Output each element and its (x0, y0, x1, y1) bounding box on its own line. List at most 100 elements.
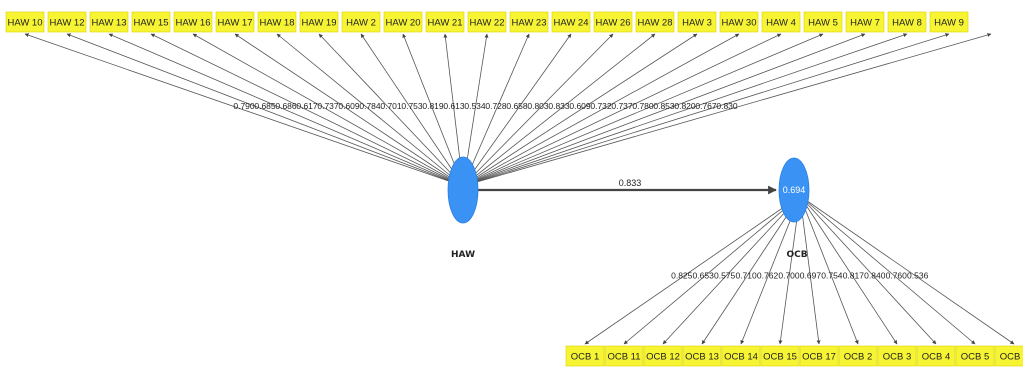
ocb-loading-edge (799, 195, 898, 345)
haw-indicator-label: HAW 22 (469, 18, 504, 29)
haw-indicator-label: HAW 18 (259, 18, 294, 29)
ocb-indicator-box[interactable] (721, 345, 761, 367)
haw-indicator-box[interactable] (215, 11, 255, 33)
ocb-indicator-box[interactable] (838, 345, 878, 367)
haw-indicator-box[interactable] (509, 11, 549, 33)
haw-loading-label: 0.853 (653, 101, 675, 111)
haw-loading-edge (108, 33, 464, 187)
haw-loading-label: 0.685 (254, 101, 276, 111)
indicators-layer: HAW 10 HAW 12 HAW 13 HAW 15 HAW 16 HAW 17 HAW … (5, 11, 1023, 367)
ocb-loading-label: 0.825 (671, 271, 693, 281)
haw-loading-edge (462, 33, 824, 187)
ocb-indicator-box[interactable] (916, 345, 956, 367)
haw-indicator-label: HAW 8 (892, 18, 922, 29)
ocb-loading-label: 0.697 (800, 271, 822, 281)
haw-loading-label: 0.790 (233, 101, 255, 111)
haw-loading-label: 0.833 (548, 101, 570, 111)
haw-loading-edge (462, 33, 782, 187)
ocb-indicator-box[interactable] (643, 345, 683, 367)
haw-indicator-box[interactable] (761, 11, 801, 33)
ocb-indicator-label: OCB 6 (1000, 352, 1023, 363)
loading-labels-layer: 0.790 0.685 0.686 0.617 0.737 0.609 0.784 0.701… (233, 101, 928, 281)
haw-loading-edge (462, 33, 992, 187)
haw-latent-node[interactable] (447, 156, 479, 224)
haw-indicator-box[interactable] (173, 11, 213, 33)
ocb-indicator-box[interactable] (682, 345, 722, 367)
haw-loading-edge (150, 33, 464, 187)
ocb-indicator-box[interactable] (604, 345, 644, 367)
haw-loading-label: 0.784 (359, 101, 381, 111)
haw-loading-edge (66, 33, 464, 187)
haw-loading-edge (360, 33, 464, 187)
haw-indicator-box[interactable] (677, 11, 717, 33)
haw-loading-label: 0.737 (317, 101, 339, 111)
ocb-loading-label: 0.700 (778, 271, 800, 281)
ocb-latent-node[interactable] (778, 157, 810, 223)
haw-indicator-label: HAW 15 (133, 18, 168, 29)
haw-loading-label: 0.753 (401, 101, 423, 111)
haw-indicator-box[interactable] (89, 11, 129, 33)
ocb-loading-label: 0.840 (864, 271, 886, 281)
ocb-indicator-label: OCB 5 (961, 352, 990, 363)
ocb-indicator-box[interactable] (760, 345, 800, 367)
ocb-loading-edge (662, 195, 801, 345)
haw-indicator-box[interactable] (341, 11, 381, 33)
haw-loading-label: 0.820 (674, 101, 696, 111)
haw-loading-edge (318, 33, 464, 187)
ocb-indicator-label: OCB 3 (883, 352, 912, 363)
haw-indicator-box[interactable] (803, 11, 843, 33)
ocb-indicator-box[interactable] (877, 345, 917, 367)
haw-indicator-label: HAW 24 (553, 18, 588, 29)
ocb-loading-edge (799, 195, 976, 345)
haw-loading-edge (462, 33, 908, 187)
haw-indicator-box[interactable] (425, 11, 465, 33)
ocb-loading-edge (799, 195, 859, 345)
ocb-indicator-label: OCB 11 (607, 352, 640, 363)
ocb-indicator-box[interactable] (994, 345, 1023, 367)
haw-indicator-label: HAW 21 (427, 18, 462, 29)
haw-indicator-box[interactable] (929, 11, 969, 33)
haw-loading-label: 0.609 (569, 101, 591, 111)
haw-indicator-label: HAW 26 (595, 18, 630, 29)
haw-indicator-box[interactable] (131, 11, 171, 33)
ocb-indicator-label: OCB 2 (844, 352, 873, 363)
ocb-loading-edge (701, 195, 801, 345)
haw-indicator-label: HAW 5 (808, 18, 838, 29)
haw-indicator-box[interactable] (635, 11, 675, 33)
haw-indicator-box[interactable] (551, 11, 591, 33)
haw-indicator-label: HAW 2 (346, 18, 376, 29)
haw-loading-label: 0.701 (380, 101, 402, 111)
haw-indicator-label: HAW 19 (301, 18, 336, 29)
ocb-indicator-label: OCB 15 (763, 352, 797, 363)
haw-indicator-label: HAW 23 (511, 18, 546, 29)
haw-loading-edge (462, 33, 614, 187)
haw-indicator-label: HAW 10 (7, 18, 42, 29)
haw-indicator-box[interactable] (383, 11, 423, 33)
haw-loading-label: 0.617 (296, 101, 318, 111)
haw-indicator-box[interactable] (467, 11, 507, 33)
haw-indicator-label: HAW 7 (850, 18, 880, 29)
ocb-loading-label: 0.653 (693, 271, 715, 281)
ocb-indicator-box[interactable] (799, 345, 839, 367)
haw-loading-edge (462, 33, 740, 187)
haw-indicator-box[interactable] (845, 11, 885, 33)
haw-indicator-box[interactable] (5, 11, 45, 33)
haw-indicator-label: HAW 28 (637, 18, 672, 29)
haw-indicator-box[interactable] (47, 11, 87, 33)
ocb-indicator-box[interactable] (565, 345, 605, 367)
ocb-indicator-label: OCB 14 (724, 352, 758, 363)
haw-loading-label: 0.830 (716, 101, 738, 111)
haw-indicator-box[interactable] (299, 11, 339, 33)
haw-indicator-label: HAW 13 (91, 18, 126, 29)
haw-loading-label: 0.728 (485, 101, 507, 111)
ocb-indicator-box[interactable] (955, 345, 995, 367)
ocb-indicator-label: OCB 12 (646, 352, 680, 363)
haw-loading-edge (402, 33, 464, 187)
haw-indicator-box[interactable] (887, 11, 927, 33)
haw-indicator-box[interactable] (257, 11, 297, 33)
haw-indicator-box[interactable] (719, 11, 759, 33)
haw-loading-edge (276, 33, 464, 187)
haw-indicator-label: HAW 30 (721, 18, 756, 29)
haw-indicator-box[interactable] (593, 11, 633, 33)
haw-loading-edge (462, 33, 530, 187)
